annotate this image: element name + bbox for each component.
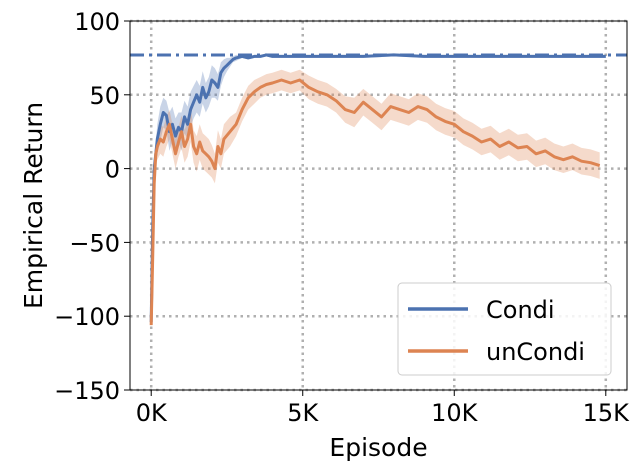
series-line-uncondi <box>149 78 601 326</box>
x-axis-label: Episode <box>329 433 427 462</box>
confidence-bands <box>151 53 606 328</box>
x-tick-label: 0K <box>136 399 168 427</box>
band-uncondi <box>151 69 600 328</box>
x-tick-label: 10K <box>431 399 479 427</box>
y-tick-label: −50 <box>69 229 120 257</box>
plot-frame <box>129 20 628 391</box>
legend-label-condi: Condi <box>486 296 555 324</box>
x-tick-label: 5K <box>287 399 319 427</box>
y-axis-label: Empirical Return <box>19 102 48 309</box>
legend-label-uncondi: unCondi <box>486 338 585 366</box>
y-tick-label: −150 <box>54 377 120 405</box>
x-tick-label: 15K <box>583 399 631 427</box>
band-condi <box>151 53 606 326</box>
y-tick-label: 50 <box>89 82 120 110</box>
y-tick-label: −100 <box>54 303 120 331</box>
y-tick-label: 0 <box>105 156 120 184</box>
legend: Condi unCondi <box>397 282 612 376</box>
ticks: 0K 5K 10K 15K −150 −100 −50 0 50 100 <box>54 8 630 427</box>
series-lines <box>149 53 606 326</box>
y-tick-label: 100 <box>74 8 120 36</box>
